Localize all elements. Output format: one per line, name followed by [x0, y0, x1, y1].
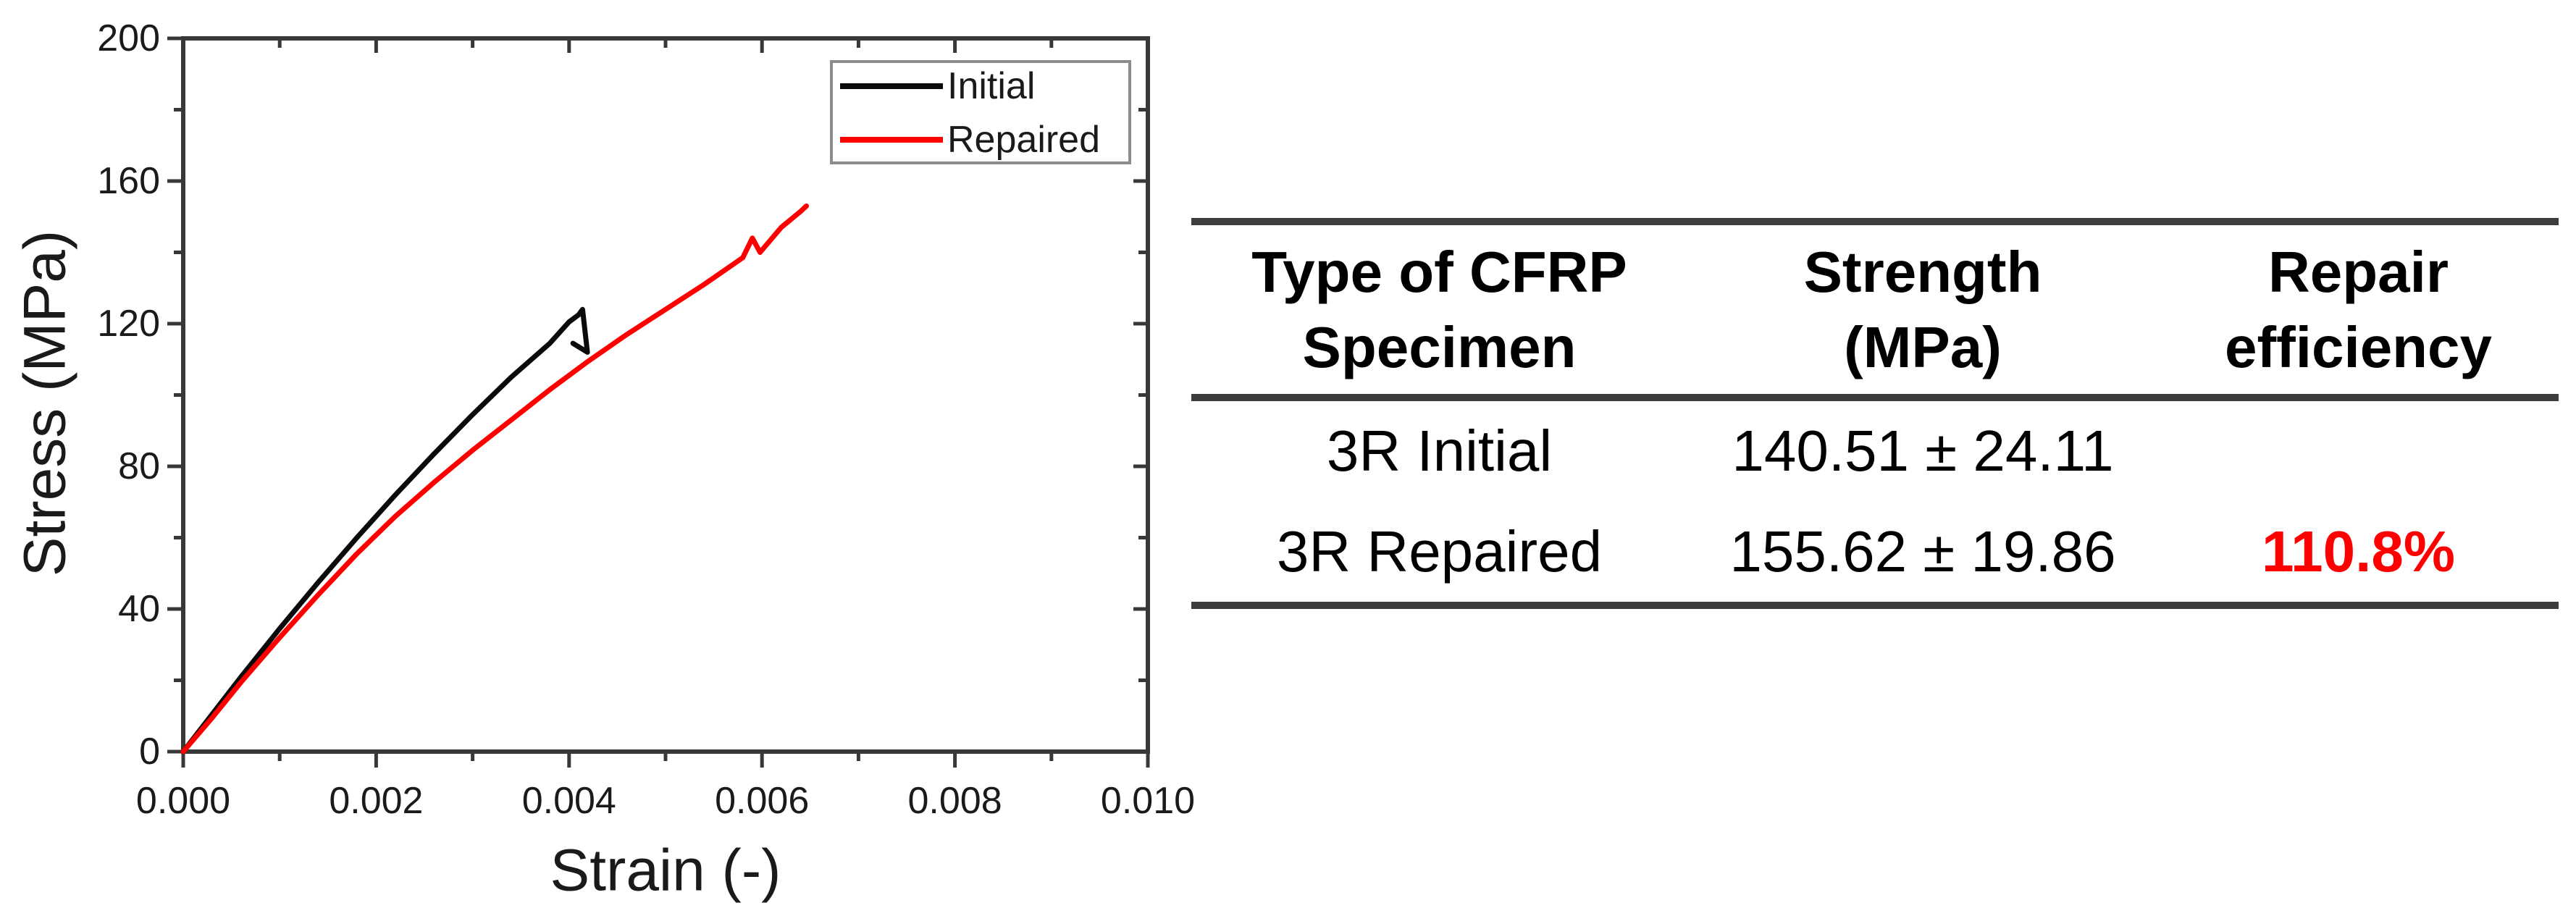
stress-strain-chart: 0.000 0.002 0.004 0.006 0.008 0.010 0 40 80 120 16…	[12, 17, 1196, 904]
y-tick-label: 0	[139, 731, 160, 773]
x-tick-label: 0.004	[522, 780, 616, 822]
y-tick-label: 40	[118, 588, 160, 630]
header-line: Strength	[1803, 239, 2042, 304]
table-row: 3R Repaired 155.62 ± 19.86 110.8%	[1191, 502, 2559, 602]
x-tick-label: 0.000	[136, 780, 230, 822]
y-tick-label: 200	[97, 17, 160, 59]
legend: Initial Repaired	[830, 60, 1131, 164]
y-axis-title: Stress (MPa)	[12, 230, 78, 576]
cell-specimen: 3R Initial	[1326, 419, 1553, 484]
legend-label-repaired: Repaired	[947, 119, 1100, 161]
table-header-strength: Strength (MPa)	[1687, 225, 2158, 394]
header-line: (MPa)	[1844, 314, 2002, 379]
x-tick-label: 0.008	[908, 780, 1002, 822]
table-header-efficiency: Repair efficiency	[2158, 225, 2559, 394]
axis-ticks: 0.000 0.002 0.004 0.006 0.008 0.010 0 40 80 120 16…	[97, 17, 1195, 822]
cell-efficiency	[2158, 401, 2559, 502]
header-line: Type of CFRP	[1251, 239, 1627, 304]
y-tick-label: 120	[97, 303, 160, 345]
y-tick-label: 160	[97, 160, 160, 202]
y-tick-label: 80	[118, 445, 160, 487]
cell-efficiency-highlight: 110.8%	[2262, 518, 2455, 584]
x-axis-title: Strain (-)	[550, 838, 781, 904]
table-header-specimen: Type of CFRP Specimen	[1191, 225, 1687, 394]
data-series	[180, 203, 809, 755]
table-body: 3R Initial 140.51 ± 24.11 3R Repaired 15…	[1191, 401, 2559, 602]
curve-repaired	[180, 203, 809, 755]
cell-strength: 155.62 ± 19.86	[1729, 518, 2116, 584]
curve-initial	[180, 306, 590, 755]
repair-efficiency-table: Type of CFRP Specimen Strength (MPa) Rep…	[1191, 218, 2559, 609]
x-tick-label: 0.010	[1101, 780, 1195, 822]
header-line: Repair	[2268, 239, 2449, 304]
legend-box	[830, 60, 1131, 164]
header-line: efficiency	[2224, 314, 2493, 379]
header-line: Specimen	[1302, 314, 1577, 379]
cell-strength: 140.51 ± 24.11	[1732, 419, 2114, 484]
cell-specimen: 3R Repaired	[1276, 518, 1603, 584]
x-tick-label: 0.006	[715, 780, 809, 822]
x-tick-label: 0.002	[329, 780, 423, 822]
table-header-row: Type of CFRP Specimen Strength (MPa) Rep…	[1191, 225, 2559, 401]
table-row: 3R Initial 140.51 ± 24.11	[1191, 401, 2559, 502]
legend-label-initial: Initial	[947, 65, 1035, 107]
